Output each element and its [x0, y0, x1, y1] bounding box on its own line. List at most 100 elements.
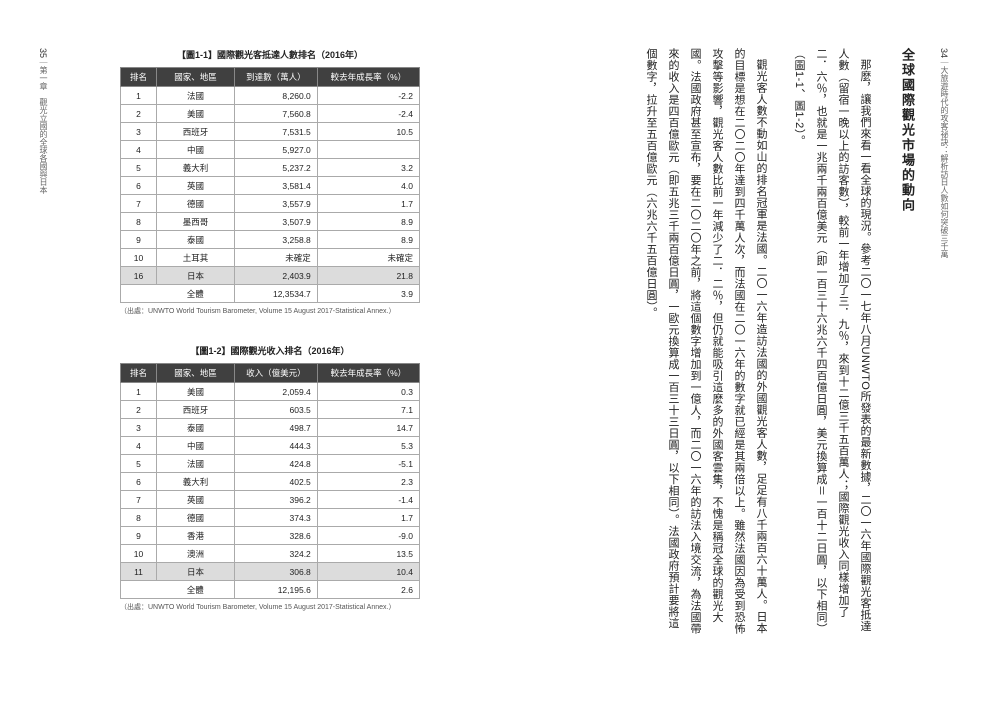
table-row: 3西班牙7,531.510.5 [121, 123, 420, 141]
cell-country: 義大利 [157, 159, 235, 177]
cell-country: 英國 [157, 177, 235, 195]
cell-country: 香港 [157, 527, 235, 545]
cell-rank: 10 [121, 545, 157, 563]
table-total-row: 全體12,3534.73.9 [121, 285, 420, 303]
cell-value: 7,531.5 [235, 123, 318, 141]
table2-h-country: 國家、地區 [157, 364, 235, 383]
cell-country: 德國 [157, 509, 235, 527]
table1-h-rank: 排名 [121, 68, 157, 87]
cell-value: 2,059.4 [235, 383, 318, 401]
table-row: 7英國396.2-1.4 [121, 491, 420, 509]
cell-rank: 2 [121, 401, 157, 419]
table-row: 6英國3,581.44.0 [121, 177, 420, 195]
cell-country: 墨西哥 [157, 213, 235, 231]
table1-h-country: 國家、地區 [157, 68, 235, 87]
cell-value: 3,507.9 [235, 213, 318, 231]
right-running-text: ｜大旅遊時代的攻客祕訣：解析訪日人數如何突破三千萬 [940, 58, 949, 258]
table2-header-row: 排名 國家、地區 收入（億美元） 較去年成長率（%） [121, 364, 420, 383]
left-running-text: ｜第一章 觀光立國的全球各國與日本 [39, 58, 48, 194]
cell-growth: 7.1 [317, 401, 419, 419]
cell-growth: -2.2 [317, 87, 419, 105]
cell-country: 西班牙 [157, 401, 235, 419]
cell-rank: 1 [121, 87, 157, 105]
cell-value: 498.7 [235, 419, 318, 437]
cell-country: 美國 [157, 105, 235, 123]
cell-country: 義大利 [157, 473, 235, 491]
cell-growth: 8.9 [317, 213, 419, 231]
left-running-head: 35｜第一章 觀光立國的全球各國與日本 [38, 48, 49, 368]
cell-value: 未確定 [235, 249, 318, 267]
cell-rank: 9 [121, 231, 157, 249]
table-row: 7德國3,557.91.7 [121, 195, 420, 213]
table1-h-value: 到達數（萬人） [235, 68, 318, 87]
section-title: 全球國際觀光市場的動向 [894, 48, 920, 638]
cell-rank: 3 [121, 419, 157, 437]
cell-growth: 2.3 [317, 473, 419, 491]
cell-blank [121, 581, 157, 599]
right-body-text: 全球國際觀光市場的動向 那麼，讓我們來看一看全球的現況。參考二〇一七年八月UNW… [632, 48, 920, 638]
cell-growth: -1.4 [317, 491, 419, 509]
cell-growth: 10.5 [317, 123, 419, 141]
table-row: 8墨西哥3,507.98.9 [121, 213, 420, 231]
table-row: 5義大利5,237.23.2 [121, 159, 420, 177]
cell-country: 法國 [157, 87, 235, 105]
table-row: 1美國2,059.40.3 [121, 383, 420, 401]
table-row: 11日本306.810.4 [121, 563, 420, 581]
cell-country: 法國 [157, 455, 235, 473]
table-row: 2美國7,560.8-2.4 [121, 105, 420, 123]
cell-value: 8,260.0 [235, 87, 318, 105]
cell-total-label: 全體 [157, 285, 235, 303]
cell-country: 日本 [157, 267, 235, 285]
cell-value: 324.2 [235, 545, 318, 563]
table1-h-growth: 較去年成長率（%） [317, 68, 419, 87]
table-row: 8德國374.31.7 [121, 509, 420, 527]
table1-source: （出處：UNWTO World Tourism Barometer, Volum… [120, 306, 420, 316]
table2-h-growth: 較去年成長率（%） [317, 364, 419, 383]
right-running-head: 34｜大旅遊時代的攻客祕訣：解析訪日人數如何突破三千萬 [939, 48, 950, 368]
cell-country: 中國 [157, 141, 235, 159]
cell-value: 5,927.0 [235, 141, 318, 159]
cell-total-growth: 2.6 [317, 581, 419, 599]
cell-rank: 5 [121, 455, 157, 473]
cell-growth: 4.0 [317, 177, 419, 195]
cell-growth: 8.9 [317, 231, 419, 249]
table-row: 4中國5,927.0 [121, 141, 420, 159]
cell-value: 5,237.2 [235, 159, 318, 177]
cell-rank: 8 [121, 509, 157, 527]
cell-value: 3,258.8 [235, 231, 318, 249]
cell-rank: 10 [121, 249, 157, 267]
cell-rank: 6 [121, 473, 157, 491]
cell-blank [121, 285, 157, 303]
cell-rank: 7 [121, 195, 157, 213]
cell-total-label: 全體 [157, 581, 235, 599]
cell-growth: 1.7 [317, 195, 419, 213]
cell-country: 西班牙 [157, 123, 235, 141]
cell-value: 306.8 [235, 563, 318, 581]
table-row: 9香港328.6-9.0 [121, 527, 420, 545]
cell-growth: 21.8 [317, 267, 419, 285]
cell-value: 7,560.8 [235, 105, 318, 123]
cell-value: 424.8 [235, 455, 318, 473]
table-row: 1法國8,260.0-2.2 [121, 87, 420, 105]
cell-rank: 6 [121, 177, 157, 195]
table-row: 9泰國3,258.88.9 [121, 231, 420, 249]
cell-value: 374.3 [235, 509, 318, 527]
cell-growth: 1.7 [317, 509, 419, 527]
table-row: 6義大利402.52.3 [121, 473, 420, 491]
cell-growth: 13.5 [317, 545, 419, 563]
cell-rank: 1 [121, 383, 157, 401]
cell-country: 澳洲 [157, 545, 235, 563]
cell-value: 2,403.9 [235, 267, 318, 285]
table1-title: 【圖1-1】國際觀光客抵達人數排名（2016年） [120, 48, 420, 61]
cell-rank: 4 [121, 141, 157, 159]
table1: 排名 國家、地區 到達數（萬人） 較去年成長率（%） 1法國8,260.0-2.… [120, 67, 420, 303]
cell-country: 泰國 [157, 419, 235, 437]
table2-h-value: 收入（億美元） [235, 364, 318, 383]
table-row: 10澳洲324.213.5 [121, 545, 420, 563]
table-row: 10土耳其未確定未確定 [121, 249, 420, 267]
table2-title: 【圖1-2】國際觀光收入排名（2016年） [120, 344, 420, 357]
cell-country: 中國 [157, 437, 235, 455]
cell-growth: -9.0 [317, 527, 419, 545]
table-row: 16日本2,403.921.8 [121, 267, 420, 285]
cell-rank: 9 [121, 527, 157, 545]
